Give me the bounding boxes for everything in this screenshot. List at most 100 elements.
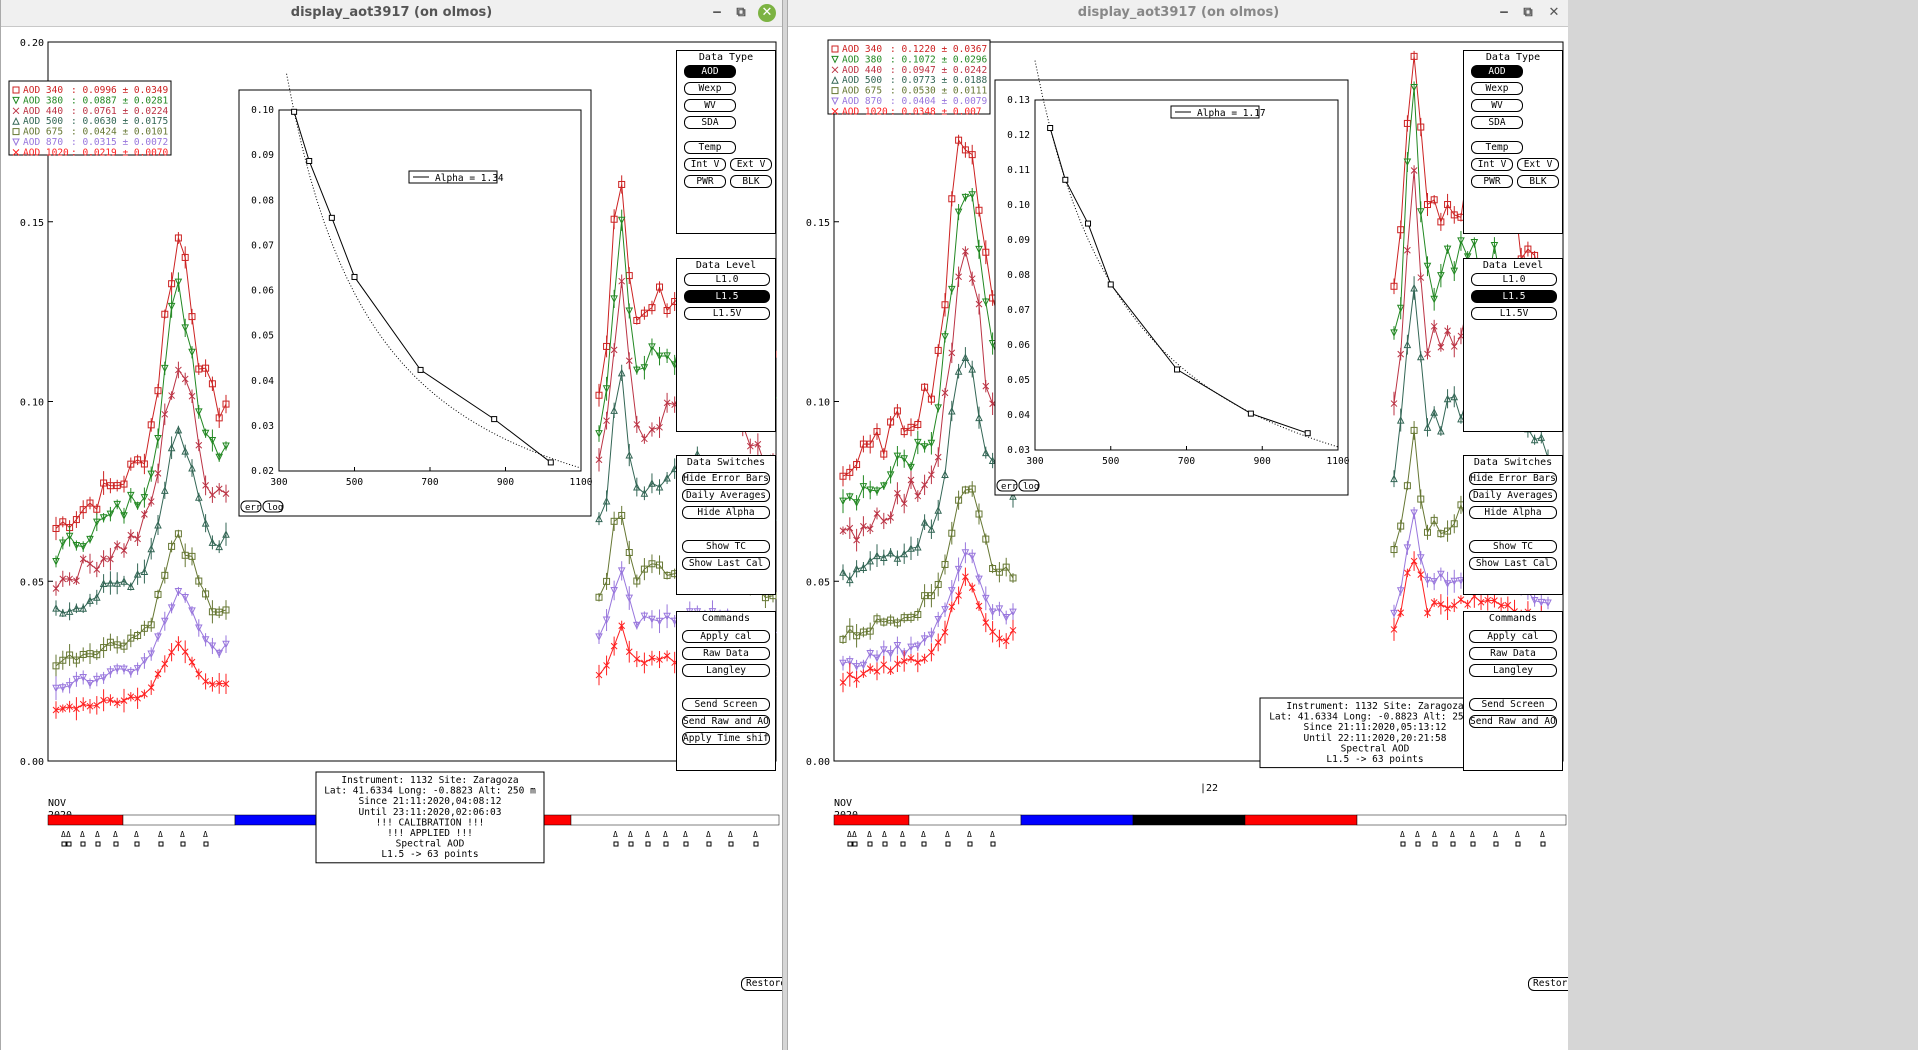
data-point <box>995 605 1004 614</box>
minimize-button[interactable]: ‒ <box>712 5 722 20</box>
hide-error-bars-button[interactable]: Hide Error Bars <box>1469 472 1557 485</box>
data-point <box>215 453 224 462</box>
data-level-button[interactable]: L1.5 <box>684 290 770 303</box>
data-point <box>640 309 648 317</box>
data-type-wv-button[interactable]: WV <box>1471 99 1523 112</box>
inset-point <box>291 108 298 115</box>
data-point <box>202 678 209 685</box>
data-point <box>107 555 114 563</box>
daily-averages-button[interactable]: Daily Averages <box>682 489 770 502</box>
series-line <box>55 368 227 589</box>
restore-button[interactable]: ⧉ <box>1523 5 1533 20</box>
hide-error-bars-button[interactable]: Hide Error Bars <box>682 472 770 485</box>
right-window: display_aot3917 (on olmos) ‒ ⧉ ✕ 0.00 0.0… <box>787 0 1570 1050</box>
temp-button[interactable]: Temp <box>1471 141 1523 154</box>
show-last-cal-button[interactable]: Show Last Cal <box>682 557 770 570</box>
tick-marker-square <box>628 841 634 847</box>
command-button[interactable]: Send Screen <box>682 698 770 711</box>
command-button[interactable]: Langley <box>1469 664 1557 677</box>
data-point <box>1404 569 1411 577</box>
y-tick-label: 0.05 <box>806 577 830 588</box>
temp-button[interactable]: Temp <box>684 141 736 154</box>
data-level-button[interactable]: L1.0 <box>1471 273 1557 286</box>
data-level-button[interactable]: L1.0 <box>684 273 770 286</box>
blk-button[interactable]: BLK <box>1517 175 1559 188</box>
data-type-aod-button[interactable]: AOD <box>684 65 736 78</box>
data-point <box>618 511 626 519</box>
data-point <box>1404 246 1411 254</box>
command-button[interactable]: Send Raw and AOD <box>682 715 770 728</box>
hide-alpha-button[interactable]: Hide Alpha <box>682 506 770 519</box>
command-button[interactable]: Send Screen <box>1469 698 1557 711</box>
data-point <box>1437 343 1445 351</box>
close-button[interactable]: ✕ <box>1548 5 1560 20</box>
show-tc-button[interactable]: Show TC <box>1469 540 1557 553</box>
restore-zoom-button[interactable]: Restore(0) <box>741 977 782 991</box>
data-point <box>921 655 928 663</box>
int-v-button[interactable]: Int V <box>684 158 726 171</box>
tick-marker-triangle: Δ <box>663 830 668 839</box>
window-titlebar[interactable]: display_aot3917 (on olmos) ‒ ⧉ ✕ <box>1 0 782 27</box>
data-point <box>846 524 854 532</box>
command-button[interactable]: Apply cal <box>1469 630 1557 643</box>
command-button[interactable]: Raw Data <box>682 647 770 660</box>
data-level-button[interactable]: L1.5V <box>684 307 770 320</box>
show-tc-button[interactable]: Show TC <box>682 540 770 553</box>
close-button[interactable]: ✕ <box>758 4 776 22</box>
command-button[interactable]: Apply Time shift <box>682 732 770 745</box>
command-button[interactable]: Raw Data <box>1469 647 1557 660</box>
data-point <box>839 635 847 643</box>
inset-y-tick-label: 0.13 <box>1007 95 1030 106</box>
data-point <box>927 525 936 533</box>
data-point <box>12 117 20 125</box>
pwr-button[interactable]: PWR <box>684 175 726 188</box>
series-line <box>55 642 227 711</box>
inset-point <box>547 459 554 466</box>
hide-alpha-button[interactable]: Hide Alpha <box>1469 506 1557 519</box>
inset-point <box>1247 410 1254 417</box>
command-button[interactable]: Apply cal <box>682 630 770 643</box>
show-last-cal-button[interactable]: Show Last Cal <box>1469 557 1557 570</box>
ext-v-button[interactable]: Ext V <box>730 158 772 171</box>
data-point <box>222 490 230 497</box>
legend-label: AOD 1020 <box>23 147 69 158</box>
ext-v-button[interactable]: Ext V <box>1517 158 1559 171</box>
data-point <box>648 654 656 662</box>
tick-marker-square <box>134 841 140 847</box>
data-point <box>839 527 847 535</box>
blk-button[interactable]: BLK <box>730 175 772 188</box>
data-type-wexp-button[interactable]: Wexp <box>1471 82 1523 95</box>
restore-button[interactable]: ⧉ <box>736 5 746 20</box>
data-type-wexp-button[interactable]: Wexp <box>684 82 736 95</box>
data-point <box>194 493 203 501</box>
data-level-button[interactable]: L1.5 <box>1471 290 1557 303</box>
command-button[interactable]: Langley <box>682 664 770 677</box>
data-point <box>941 560 949 568</box>
data-type-wv-button[interactable]: WV <box>684 99 736 112</box>
int-v-button[interactable]: Int V <box>1471 158 1513 171</box>
legend-value: : 0.0630 ± 0.0175 <box>71 116 168 127</box>
commands-group-title: Commands <box>1488 613 1538 624</box>
info-line: Instrument: 1132 Site: Zaragoza <box>341 775 518 786</box>
day-label: |22 <box>1200 783 1218 794</box>
data-point <box>927 439 936 448</box>
data-point <box>831 97 839 106</box>
data-level-button[interactable]: L1.5V <box>1471 307 1557 320</box>
data-point <box>1437 426 1445 435</box>
data-point <box>859 483 868 491</box>
inset-point <box>351 273 358 280</box>
data-type-sda-button[interactable]: SDA <box>1471 116 1523 129</box>
alpha-label-box <box>408 170 498 184</box>
data-type-sda-button[interactable]: SDA <box>684 116 736 129</box>
data-type-aod-button[interactable]: AOD <box>1471 65 1523 78</box>
data-point <box>866 649 875 658</box>
tick-marker-triangle: Δ <box>1415 830 1420 839</box>
data-switches-group-title: Data Switches <box>1473 457 1553 468</box>
minimize-button[interactable]: ‒ <box>1499 5 1509 20</box>
window-titlebar[interactable]: display_aot3917 (on olmos) ‒ ⧉ ✕ <box>788 0 1569 27</box>
restore-zoom-button[interactable]: Restore(0) <box>1528 977 1569 991</box>
daily-averages-button[interactable]: Daily Averages <box>1469 489 1557 502</box>
command-button[interactable]: Send Raw and AOD <box>1469 715 1557 728</box>
pwr-button[interactable]: PWR <box>1471 175 1513 188</box>
aod-time-series-plot: 0.000.050.100.150.20|22NOV2020ΔΔΔΔΔΔΔΔΔΔ… <box>8 38 780 864</box>
